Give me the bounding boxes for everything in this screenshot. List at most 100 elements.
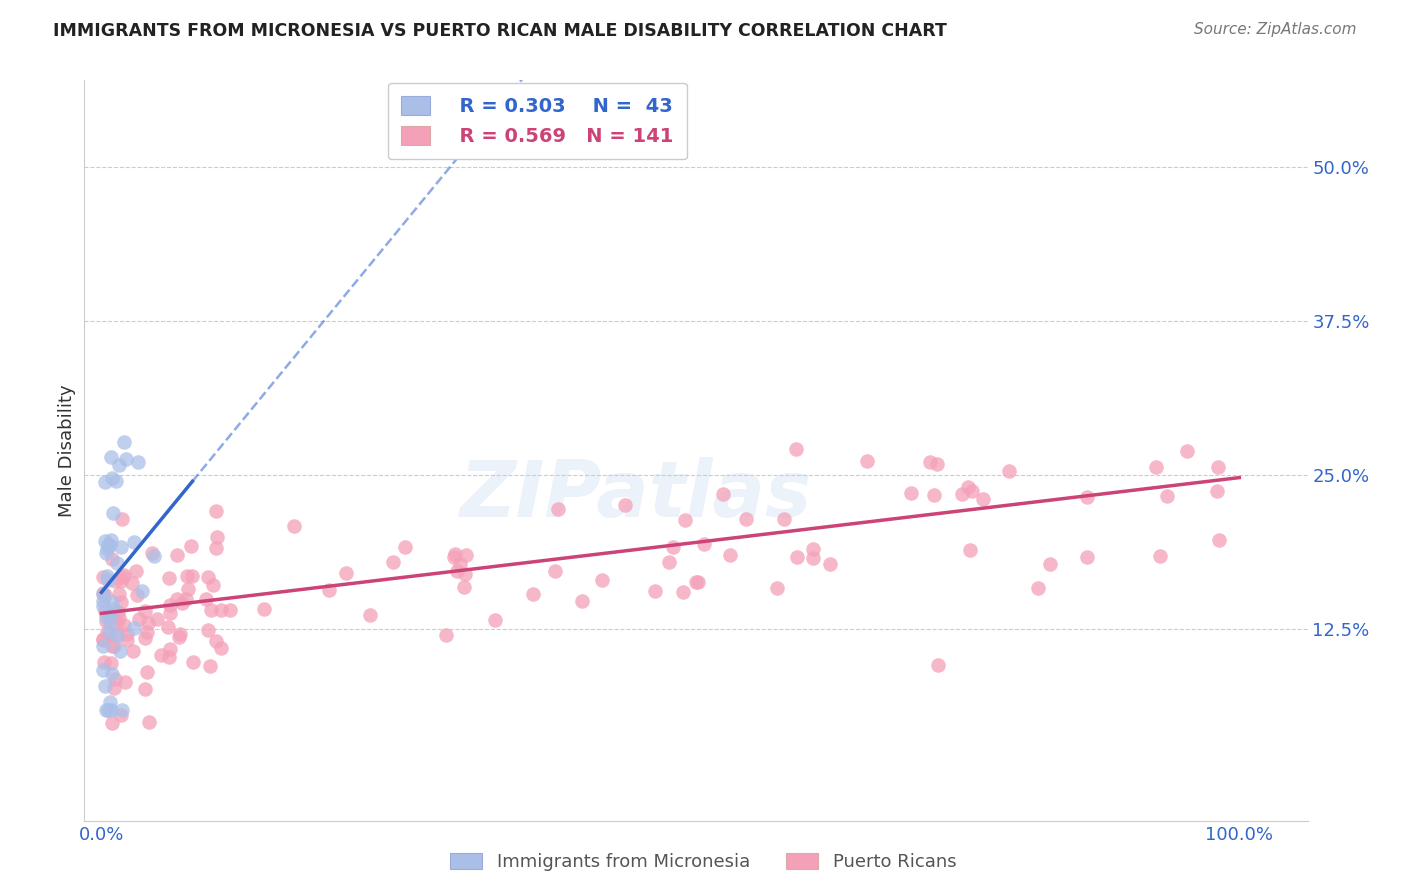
Legend: Immigrants from Micronesia, Puerto Ricans: Immigrants from Micronesia, Puerto Rican… xyxy=(443,846,963,879)
Y-axis label: Male Disability: Male Disability xyxy=(58,384,76,516)
Point xyxy=(101,506,124,520)
Text: ZIPatlas: ZIPatlas xyxy=(458,457,811,533)
Point xyxy=(446,564,468,578)
Point xyxy=(166,548,188,562)
Point xyxy=(98,694,121,708)
Point xyxy=(927,657,949,672)
Point xyxy=(172,596,194,610)
Point xyxy=(444,548,467,562)
Point xyxy=(121,643,143,657)
Point xyxy=(205,541,228,555)
Point xyxy=(94,475,117,490)
Point xyxy=(950,487,973,501)
Point xyxy=(209,641,232,656)
Point xyxy=(176,582,198,597)
Point xyxy=(959,542,981,557)
Point xyxy=(159,641,181,656)
Point xyxy=(107,605,129,619)
Point xyxy=(359,608,381,623)
Point xyxy=(920,455,942,469)
Point xyxy=(105,629,128,643)
Point xyxy=(104,626,127,640)
Point xyxy=(283,519,305,533)
Point xyxy=(97,539,120,553)
Point xyxy=(114,567,136,582)
Point xyxy=(91,586,114,600)
Point xyxy=(98,538,121,552)
Point xyxy=(197,623,219,637)
Point xyxy=(1149,549,1171,564)
Point xyxy=(335,566,357,581)
Point xyxy=(96,569,118,583)
Text: Source: ZipAtlas.com: Source: ZipAtlas.com xyxy=(1194,22,1357,37)
Point xyxy=(658,555,681,569)
Point xyxy=(801,551,824,566)
Point xyxy=(454,566,477,581)
Point xyxy=(94,604,117,618)
Point xyxy=(131,583,153,598)
Point xyxy=(773,511,796,525)
Point xyxy=(200,603,222,617)
Text: IMMIGRANTS FROM MICRONESIA VS PUERTO RICAN MALE DISABILITY CORRELATION CHART: IMMIGRANTS FROM MICRONESIA VS PUERTO RIC… xyxy=(53,22,948,40)
Point xyxy=(1205,483,1227,498)
Point xyxy=(121,575,143,590)
Point xyxy=(96,625,118,640)
Point xyxy=(100,666,122,681)
Point xyxy=(169,627,191,641)
Point xyxy=(114,675,136,690)
Point xyxy=(159,598,181,612)
Point xyxy=(111,512,134,526)
Point xyxy=(180,539,202,553)
Point xyxy=(1039,558,1062,572)
Point xyxy=(181,655,204,669)
Point xyxy=(112,434,135,449)
Point xyxy=(1175,443,1198,458)
Point xyxy=(201,578,224,592)
Point xyxy=(685,575,707,590)
Point xyxy=(198,659,221,673)
Point xyxy=(166,591,188,606)
Point xyxy=(103,639,125,653)
Point xyxy=(205,504,228,518)
Point xyxy=(672,584,695,599)
Point xyxy=(93,655,115,669)
Point xyxy=(972,491,994,506)
Point xyxy=(94,546,117,560)
Point xyxy=(91,587,114,601)
Point xyxy=(544,565,567,579)
Point xyxy=(96,542,118,557)
Point xyxy=(103,602,125,616)
Point xyxy=(436,628,458,642)
Point xyxy=(98,615,121,630)
Point xyxy=(453,580,475,594)
Point xyxy=(100,533,122,548)
Point xyxy=(1156,489,1178,503)
Point xyxy=(110,540,132,554)
Point xyxy=(100,450,122,464)
Point xyxy=(1206,460,1229,475)
Point xyxy=(100,657,122,671)
Point xyxy=(104,673,127,687)
Point xyxy=(252,601,274,615)
Point xyxy=(922,488,945,502)
Point xyxy=(219,603,242,617)
Point xyxy=(110,574,132,589)
Point xyxy=(382,556,405,570)
Point xyxy=(100,551,122,566)
Point xyxy=(128,612,150,626)
Point xyxy=(91,570,114,584)
Point xyxy=(101,595,124,609)
Point xyxy=(765,581,787,595)
Point xyxy=(97,703,120,717)
Point xyxy=(100,703,122,717)
Point xyxy=(108,586,131,600)
Point xyxy=(180,568,202,582)
Point xyxy=(176,568,198,582)
Point xyxy=(644,583,666,598)
Point xyxy=(167,631,190,645)
Point xyxy=(105,475,128,489)
Point xyxy=(662,540,685,554)
Point xyxy=(159,607,181,621)
Point xyxy=(718,548,741,562)
Point xyxy=(142,549,165,564)
